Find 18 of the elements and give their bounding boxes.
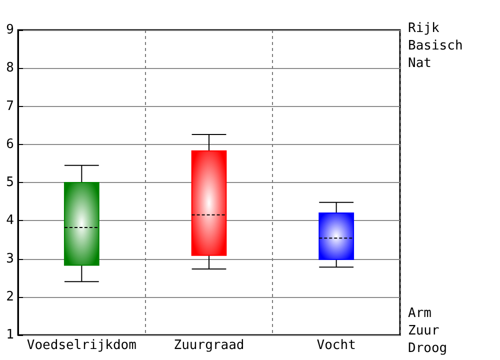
y-tick-label: 5 [6,175,14,190]
x-tick-label: Zuurgraad [174,338,244,353]
y-tick-label: 8 [6,60,14,76]
y-tick-label: 3 [6,251,14,266]
y-tick-label: 1 [6,328,14,342]
text: Arm [408,306,432,321]
text: Nat [408,56,432,71]
x-tick-label: Vocht [316,338,356,353]
text: Basisch [408,38,463,54]
x-tick-label: Voedselrijkdom [26,338,137,353]
text: Zuur [408,324,440,338]
text: Droog [408,341,448,356]
y-tick-label: 4 [6,213,14,228]
y-tick-label: 2 [6,289,14,304]
y-tick-label: 6 [6,136,14,152]
text: Rijk [408,21,440,36]
y-tick-label: 9 [6,22,14,38]
y-tick-label: 7 [6,98,14,114]
